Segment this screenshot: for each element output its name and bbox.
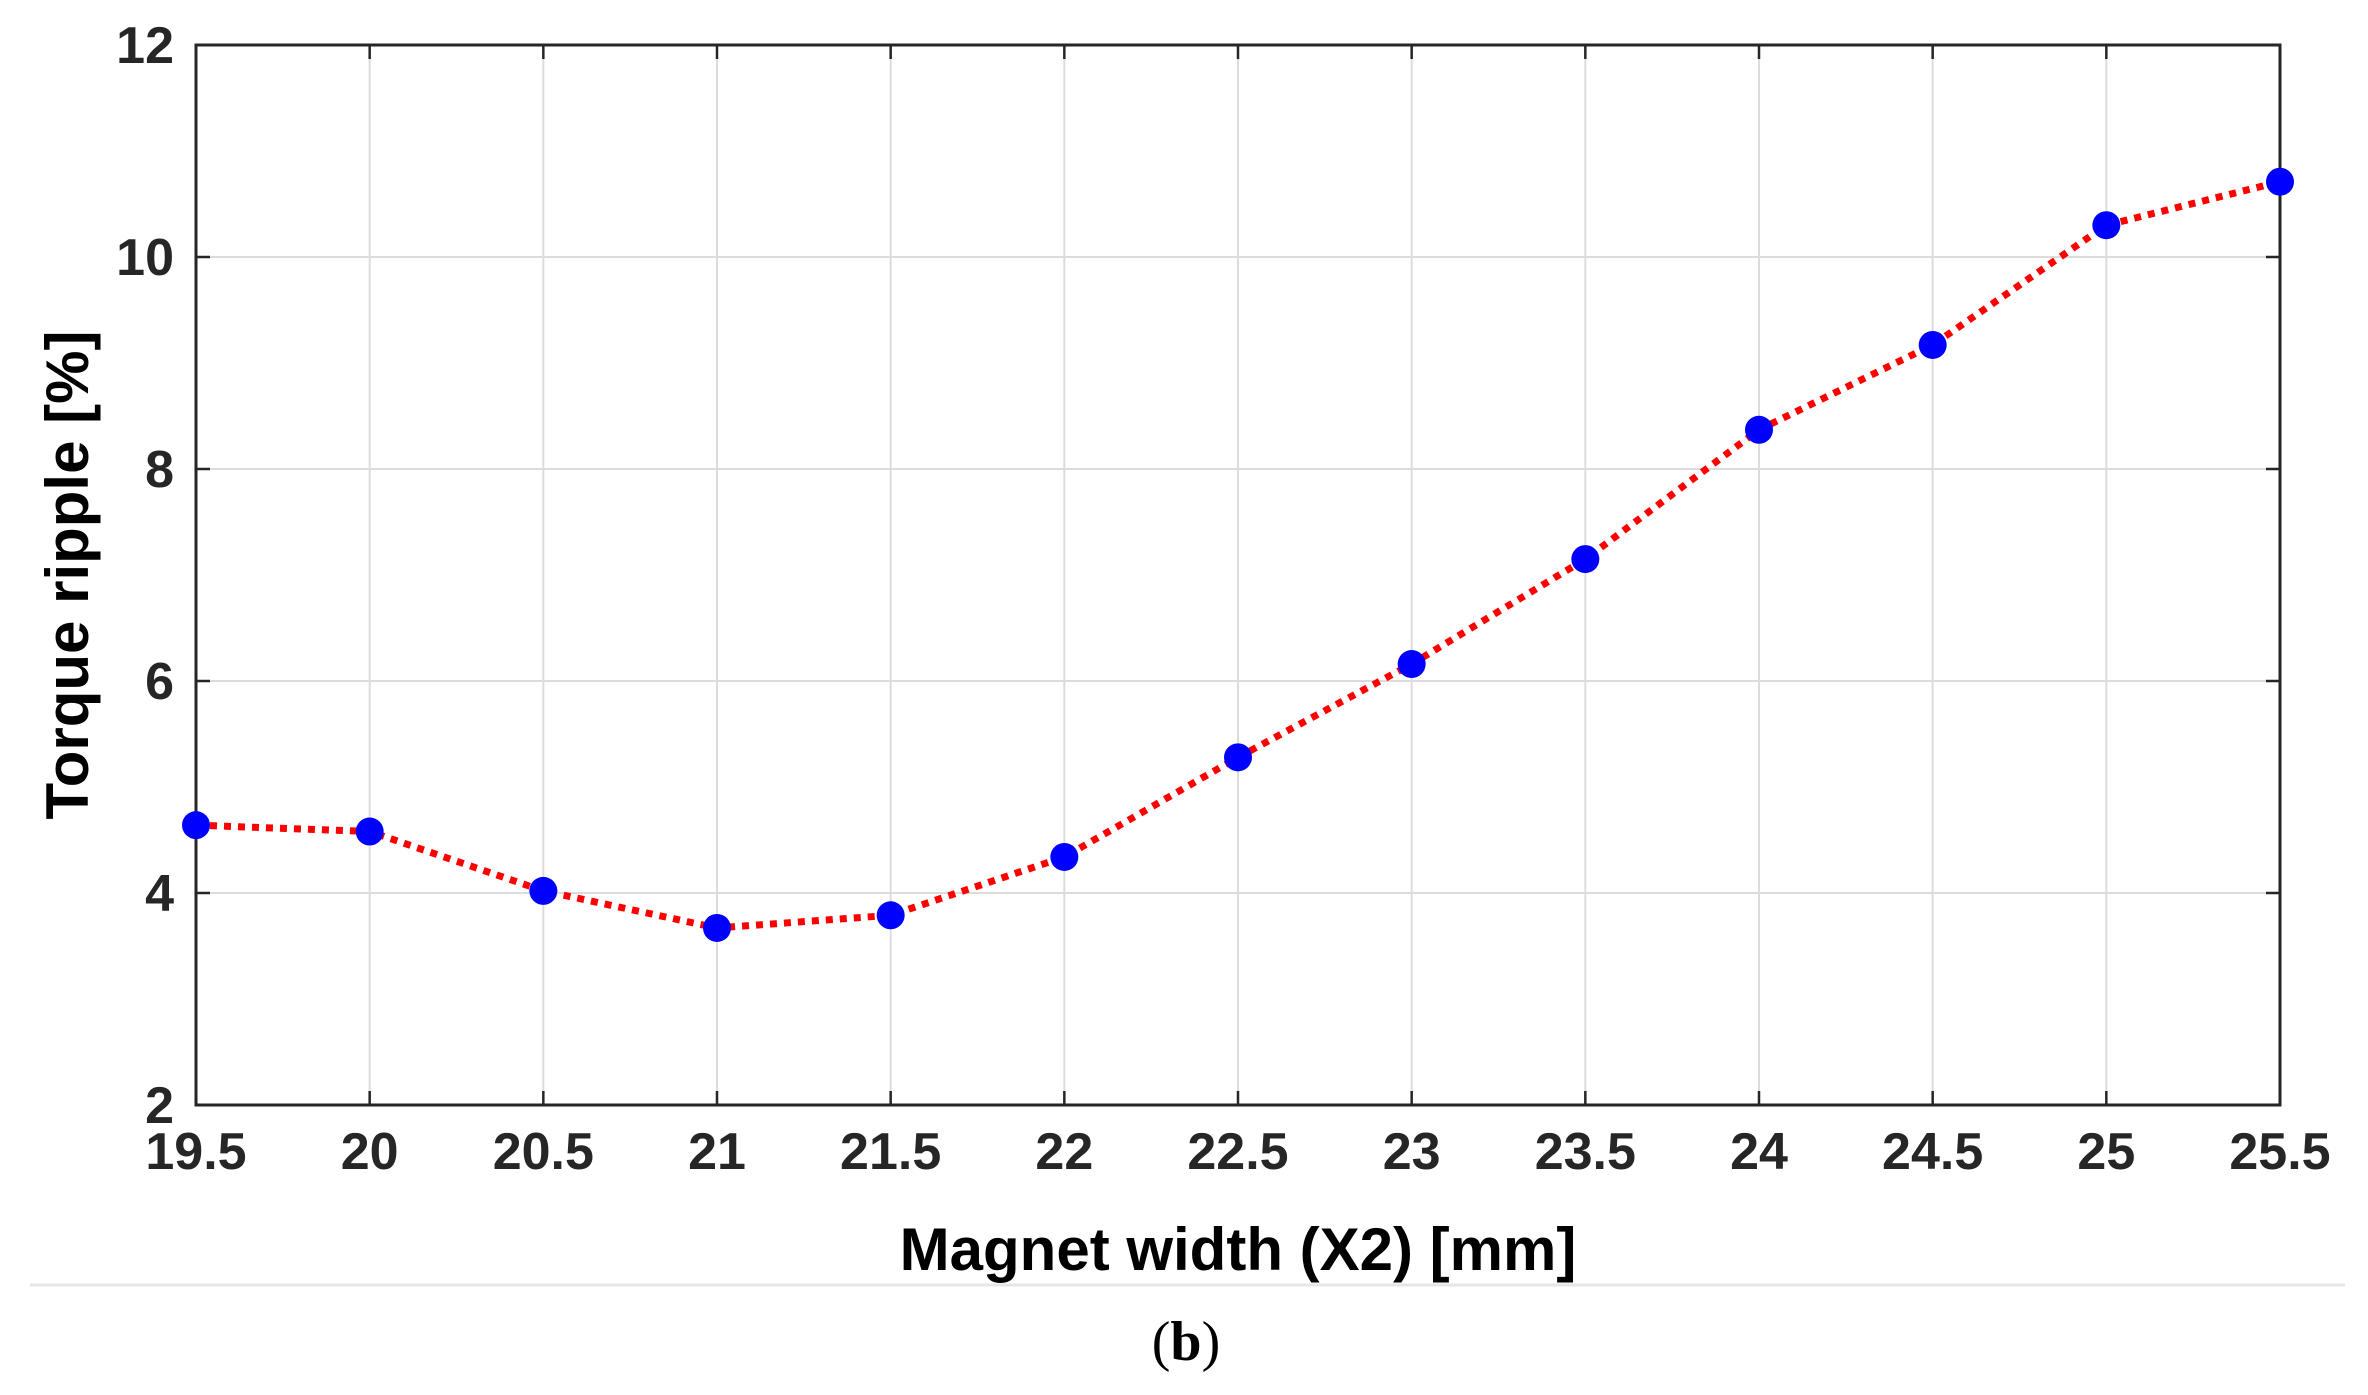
x-tick-label: 24.5: [1882, 1123, 1983, 1181]
x-tick-label: 21: [688, 1123, 746, 1181]
plot-frame: [194, 43, 2282, 1107]
data-point: [703, 913, 731, 942]
data-point: [2092, 211, 2121, 240]
y-tick-label: 10: [116, 229, 174, 287]
data-point: [1745, 415, 1773, 444]
y-tick-label: 8: [145, 441, 174, 499]
y-tick-label: 6: [145, 653, 174, 711]
x-tick-label: 21.5: [840, 1123, 941, 1181]
data-point: [1224, 743, 1252, 772]
data-point: [1050, 842, 1079, 871]
data-point: [1571, 545, 1600, 574]
x-tick-label: 24: [1730, 1123, 1788, 1181]
data-point: [876, 901, 905, 930]
x-tick-label: 25.5: [2229, 1123, 2330, 1181]
axes: [194, 43, 2282, 1107]
x-tick-label: 23: [1383, 1123, 1441, 1181]
data-point: [355, 817, 384, 846]
data-point: [1397, 650, 1426, 679]
y-tick-label: 2: [145, 1077, 174, 1135]
data-point: [529, 876, 558, 905]
x-tick-label: 25: [2077, 1123, 2135, 1181]
y-tick-label: 12: [116, 17, 174, 75]
x-tick-label: 20.5: [493, 1123, 594, 1181]
x-tick-label: 20: [341, 1123, 399, 1181]
x-tick-label: 22: [1035, 1123, 1093, 1181]
data-point: [1918, 330, 1947, 359]
data-series: [182, 167, 2294, 942]
x-axis-label: Magnet width (X2) [mm]: [900, 1216, 1577, 1283]
caption-letter: b: [1170, 1311, 1201, 1373]
figure-caption: (b): [1152, 1311, 1220, 1373]
y-axis-label: Torque ripple [%]: [34, 331, 101, 820]
tick-labels: 19.5 20 20.5 21 21.5 22 22.5 23 23.5 24 24.5 25 25.5…: [116, 17, 2330, 1181]
y-tick-label: 4: [145, 865, 174, 923]
data-point: [182, 811, 210, 840]
caption-open: (: [1152, 1311, 1171, 1373]
x-tick-label: 19.5: [145, 1123, 246, 1181]
data-point: [2266, 167, 2294, 196]
caption-close: ): [1202, 1311, 1221, 1373]
x-tick-label: 23.5: [1535, 1123, 1636, 1181]
x-tick-label: 22.5: [1187, 1123, 1288, 1181]
